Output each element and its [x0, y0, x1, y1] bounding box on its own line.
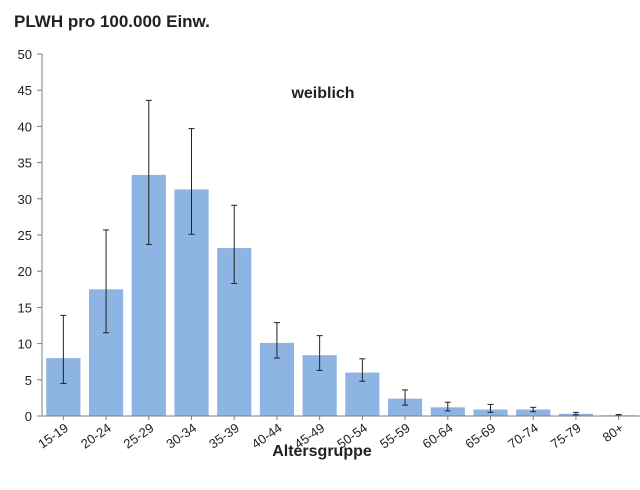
y-tick-label: 45 [18, 83, 32, 98]
x-tick-label-70-74: 70-74 [505, 420, 541, 451]
y-tick-label: 15 [18, 300, 32, 315]
error-bar-50-54 [359, 358, 366, 382]
bar-55-59 [387, 398, 423, 416]
y-tick-label: 10 [18, 337, 32, 352]
y-tick-label: 30 [18, 192, 32, 207]
y-axis: 0 5 10 15 20 25 30 35 40 45 50 [18, 47, 43, 424]
error-bar-20-24 [103, 229, 110, 334]
y-tick-label: 5 [25, 373, 32, 388]
y-tick-label: 25 [18, 228, 32, 243]
error-bar-70-74 [530, 406, 537, 413]
y-tick-label: 0 [25, 409, 32, 424]
y-tick-label: 35 [18, 156, 32, 171]
error-bar-60-64 [444, 401, 451, 412]
x-tick-label-80+: 80+ [600, 420, 627, 445]
error-bar-40-44 [273, 322, 280, 359]
x-tick-label-65-69: 65-69 [462, 420, 498, 451]
error-bar-30-34 [188, 128, 195, 235]
error-bar-80+ [615, 414, 622, 417]
error-bar-45-49 [316, 335, 323, 371]
y-tick-label: 20 [18, 264, 32, 279]
x-tick-label-75-79: 75-79 [548, 420, 584, 451]
bar-group [46, 174, 636, 416]
error-bar-15-19 [60, 314, 67, 384]
x-tick-label-30-34: 30-34 [163, 420, 199, 451]
error-bar-35-39 [231, 204, 238, 285]
x-tick-label-55-59: 55-59 [377, 420, 413, 451]
error-bar-55-59 [402, 389, 409, 406]
error-bar-65-69 [487, 403, 494, 413]
x-axis-label: Altersgruppe [272, 443, 372, 460]
x-tick-label-35-39: 35-39 [206, 420, 242, 451]
x-tick-label-20-24: 20-24 [78, 420, 114, 451]
series-annotation: weiblich [290, 85, 354, 102]
error-bar-75-79 [572, 411, 579, 416]
x-tick-label-25-29: 25-29 [121, 420, 157, 451]
chart-title: PLWH pro 100.000 Einw. [14, 12, 210, 31]
x-tick-label-60-64: 60-64 [420, 420, 456, 451]
error-bar-25-29 [145, 99, 152, 245]
y-tick-label: 40 [18, 119, 32, 134]
x-tick-label-15-19: 15-19 [35, 420, 71, 451]
error-bar-group [60, 99, 622, 417]
bar-70-74 [516, 409, 551, 416]
bar-60-64 [430, 407, 465, 416]
y-tick-label: 50 [18, 47, 32, 62]
